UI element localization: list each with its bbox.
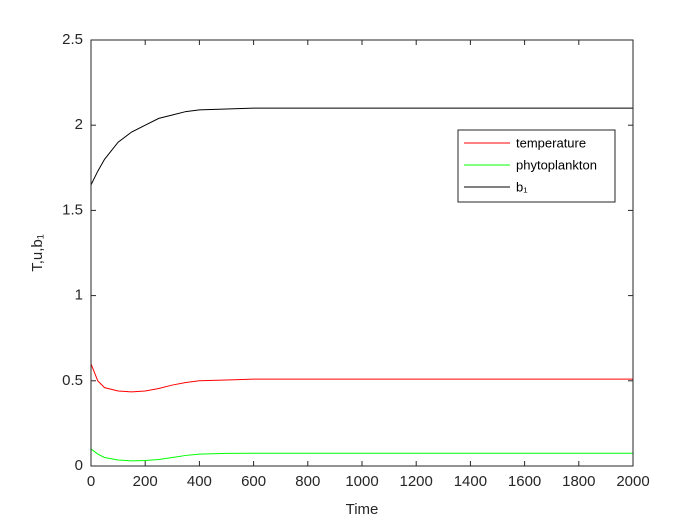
legend-label: phytoplankton [516,157,597,172]
axes-box [90,39,634,467]
x-tick-label: 1400 [454,473,487,490]
legend-box [457,129,616,203]
x-tick-label: 1600 [508,473,541,490]
x-tick-label: 2000 [616,473,649,490]
x-tick-label: 200 [133,473,158,490]
x-tick-label: 1000 [345,473,378,490]
y-tick-label: 2 [75,116,83,133]
x-tick-label: 800 [295,473,320,490]
x-tick-label: 0 [87,473,95,490]
y-tick-label: 0 [75,457,83,474]
series-line [90,107,633,186]
series-line [90,448,633,462]
legend-label: temperature [516,135,586,150]
x-tick-label: 1800 [562,473,595,490]
x-axis-label: Time [346,501,379,518]
x-tick-label: 400 [187,473,212,490]
series-line [90,363,633,393]
y-axis-label: T,u,b₁ [29,234,46,272]
legend-label: b₁ [516,179,528,194]
y-tick-label: 1 [75,287,83,304]
plot-area [91,40,633,466]
x-tick-label: 1200 [400,473,433,490]
legend: temperature phytoplankton b₁ [457,129,616,203]
y-tick-label: 0.5 [62,372,83,389]
y-tick-label: 2.5 [62,31,83,48]
y-tick-label: 1.5 [62,201,83,218]
x-tick-label: 600 [241,473,266,490]
